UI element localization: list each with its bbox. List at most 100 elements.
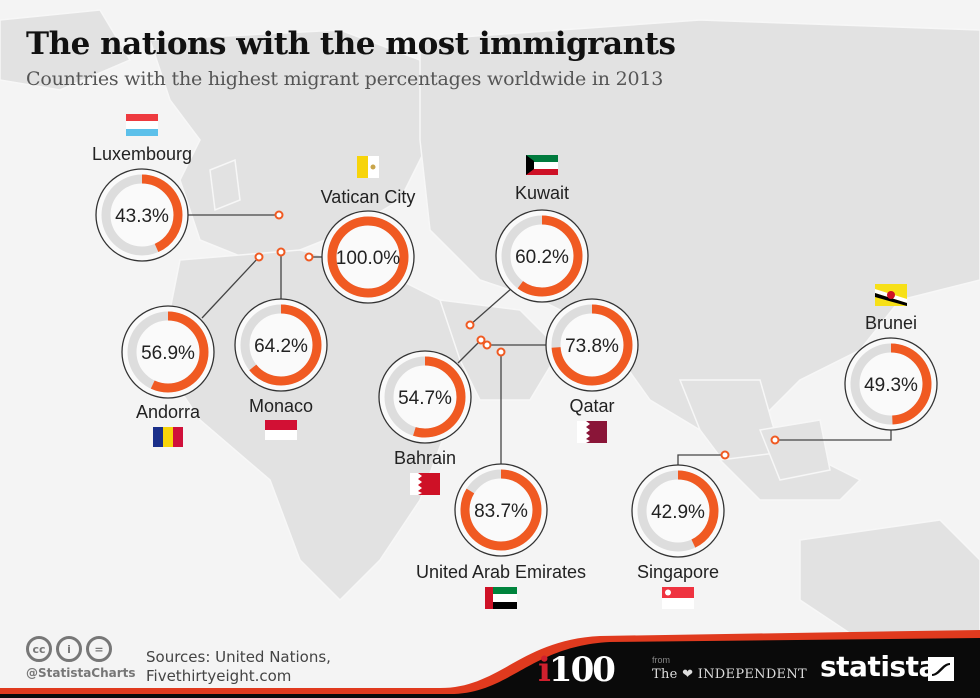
country-marker-united-arab-emirates: 83.7% United Arab Emirates xyxy=(416,347,586,609)
qatar-flag-icon xyxy=(577,421,607,443)
attribution-icon: i xyxy=(56,636,82,662)
flag-stripe xyxy=(485,587,493,609)
flag-stripe xyxy=(357,156,368,178)
donut-value-arc xyxy=(240,304,322,386)
value-label: 54.7% xyxy=(398,388,452,409)
flag-stripe xyxy=(126,114,158,121)
map-borneo xyxy=(758,419,831,481)
country-label: Singapore xyxy=(637,562,719,582)
value-label: 60.2% xyxy=(515,247,569,268)
value-label: 73.8% xyxy=(565,336,619,357)
singapore-flag-icon xyxy=(662,587,694,609)
location-dot xyxy=(720,450,730,460)
country-marker-qatar: 73.8% Qatar xyxy=(482,298,639,443)
donut-value-arc xyxy=(384,356,466,438)
flag-emblem xyxy=(370,164,376,170)
donut-value-arc xyxy=(127,311,209,393)
luxembourg-flag-icon xyxy=(126,114,158,136)
flag-stripe xyxy=(173,427,183,447)
map-australia xyxy=(799,519,980,641)
from-label: from xyxy=(652,655,670,665)
country-marker-singapore: 42.9% Singapore xyxy=(631,450,730,609)
vatican-flag-icon xyxy=(357,156,379,178)
flag-stripe xyxy=(493,587,517,594)
flag-trapezoid xyxy=(526,155,534,175)
flag-emblem xyxy=(887,291,895,299)
flag-stripe xyxy=(265,430,297,440)
flag-stripe xyxy=(526,162,558,169)
leader-line xyxy=(201,256,260,319)
statista-logo-icon xyxy=(928,657,954,681)
leader-line xyxy=(457,339,482,364)
sources-line-2: Fivethirtyeight.com xyxy=(146,667,292,685)
flag-serrated xyxy=(577,421,590,443)
flag-stripe xyxy=(126,129,158,136)
leader-line xyxy=(469,287,513,326)
flag-stripe xyxy=(662,587,694,598)
andorra-flag-icon xyxy=(153,427,183,447)
sources-line-1: Sources: United Nations, xyxy=(146,648,331,666)
country-marker-vatican-city: 100.0% Vatican City xyxy=(304,156,416,304)
country-marker-kuwait: 60.2% Kuwait xyxy=(465,155,589,330)
kuwait-flag-icon xyxy=(526,155,558,175)
flag-crescent xyxy=(665,589,671,596)
donut-value-arc xyxy=(551,304,633,386)
value-label: 100.0% xyxy=(336,248,401,269)
flag-stripe xyxy=(526,155,558,162)
country-label: Luxembourg xyxy=(92,144,192,164)
map-greenland xyxy=(0,9,132,91)
country-marker-andorra: 56.9% Andorra xyxy=(121,252,264,447)
country-marker-brunei: 49.3% Brunei xyxy=(770,284,938,445)
monaco-flag-icon xyxy=(265,420,297,440)
location-dot xyxy=(476,335,486,345)
donut-value-arc xyxy=(460,469,542,551)
location-dot xyxy=(770,435,780,445)
location-dot xyxy=(496,347,506,357)
flag-serrated xyxy=(410,473,422,495)
creative-commons-icon: cc xyxy=(26,636,52,662)
country-marker-luxembourg: 43.3% Luxembourg xyxy=(92,114,284,262)
country-label: Vatican City xyxy=(321,187,416,207)
flag-stripe xyxy=(493,602,517,609)
country-label: Andorra xyxy=(136,402,201,422)
no-derivatives-icon: = xyxy=(86,636,112,662)
i100-logo-number: 100 xyxy=(548,650,616,690)
value-label: 64.2% xyxy=(254,336,308,357)
country-label: Monaco xyxy=(249,396,313,416)
i100-logo-i: i xyxy=(538,650,551,690)
location-dot xyxy=(482,340,492,350)
location-dot xyxy=(254,252,264,262)
leader-line xyxy=(775,430,892,441)
country-label: United Arab Emirates xyxy=(416,562,586,582)
independent-logo: The ❤ INDEPENDENT xyxy=(652,667,807,682)
i100-logo: i100 xyxy=(538,650,616,690)
bahrain-flag-icon xyxy=(410,473,440,495)
country-label: Brunei xyxy=(865,313,917,333)
statista-handle[interactable]: @StatistaCharts xyxy=(26,666,136,680)
location-dot xyxy=(276,247,286,257)
license-block: cc i = @StatistaCharts xyxy=(26,636,136,680)
country-label: Bahrain xyxy=(394,448,456,468)
donut-value-arc xyxy=(101,174,183,256)
country-marker-monaco: 64.2% Monaco xyxy=(234,247,328,440)
location-dot xyxy=(304,252,314,262)
uae-flag-icon xyxy=(485,587,517,609)
country-label: Qatar xyxy=(569,396,614,416)
flag-stripe xyxy=(875,293,907,306)
value-label: 56.9% xyxy=(141,343,195,364)
country-label: Kuwait xyxy=(515,183,569,203)
location-dot xyxy=(274,210,284,220)
flag-stripe xyxy=(526,169,558,175)
value-label: 83.7% xyxy=(474,501,528,522)
sources-note: Sources: United Nations, Fivethirtyeight… xyxy=(146,648,331,686)
flag-stripe xyxy=(153,427,163,447)
cc-icons: cc i = xyxy=(26,636,136,662)
flag-stripe xyxy=(265,420,297,430)
value-label: 42.9% xyxy=(651,502,705,523)
flag-stripe xyxy=(126,121,158,129)
leader-line xyxy=(677,454,725,466)
donut-value-arc xyxy=(501,215,583,297)
donut-value-arc xyxy=(637,470,719,552)
value-label: 43.3% xyxy=(115,206,169,227)
